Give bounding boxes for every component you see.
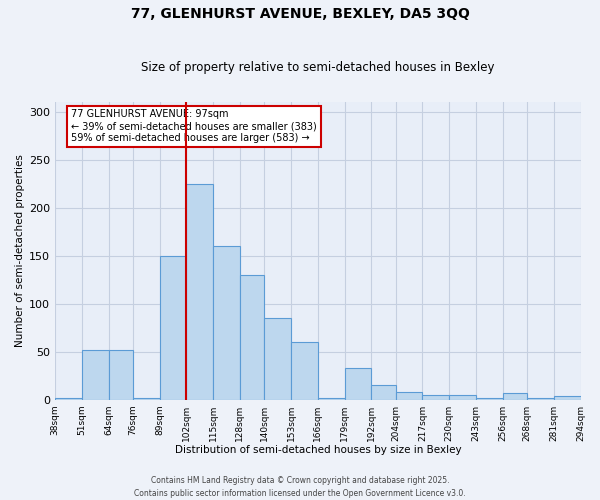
X-axis label: Distribution of semi-detached houses by size in Bexley: Distribution of semi-detached houses by … [175, 445, 461, 455]
Bar [449, 395, 476, 400]
Bar [503, 393, 527, 400]
Title: Size of property relative to semi-detached houses in Bexley: Size of property relative to semi-detach… [141, 62, 494, 74]
Text: 77 GLENHURST AVENUE: 97sqm
← 39% of semi-detached houses are smaller (383)
59% o: 77 GLENHURST AVENUE: 97sqm ← 39% of semi… [71, 110, 317, 142]
Bar [55, 398, 82, 400]
Bar [240, 275, 265, 400]
Bar [265, 318, 291, 400]
Bar [187, 184, 213, 400]
Y-axis label: Number of semi-detached properties: Number of semi-detached properties [15, 154, 25, 348]
Bar [476, 398, 503, 400]
Bar [213, 246, 240, 400]
Bar [344, 368, 371, 400]
Bar [371, 385, 396, 400]
Bar [82, 350, 109, 400]
Text: Contains HM Land Registry data © Crown copyright and database right 2025.
Contai: Contains HM Land Registry data © Crown c… [134, 476, 466, 498]
Bar [422, 395, 449, 400]
Bar [109, 350, 133, 400]
Bar [133, 398, 160, 400]
Bar [160, 256, 187, 400]
Bar [291, 342, 318, 400]
Bar [554, 396, 581, 400]
Bar [318, 398, 344, 400]
Text: 77, GLENHURST AVENUE, BEXLEY, DA5 3QQ: 77, GLENHURST AVENUE, BEXLEY, DA5 3QQ [131, 8, 469, 22]
Bar [396, 392, 422, 400]
Bar [527, 398, 554, 400]
